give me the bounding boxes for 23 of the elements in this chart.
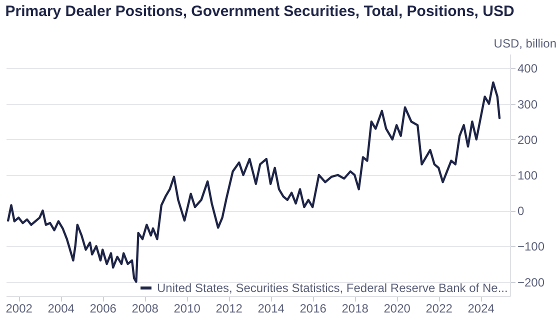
line-series <box>7 81 501 283</box>
y-tick-label: 400 <box>518 62 538 76</box>
y-axis-title: USD, billion <box>494 36 556 50</box>
x-tick-label: 2018 <box>342 302 369 316</box>
x-tick-label: 2004 <box>48 302 75 316</box>
x-tick-label: 2002 <box>6 302 33 316</box>
x-tick-label: 2008 <box>132 302 159 316</box>
y-tick-label: −100 <box>518 240 545 254</box>
y-tick-label: −200 <box>518 275 545 290</box>
x-tick-label: 2012 <box>216 302 243 316</box>
x-tick-label: 2010 <box>174 302 201 316</box>
y-tick-label: 200 <box>518 132 538 147</box>
legend-label: United States, Securities Statistics, Federal Reserve Bank of Ne... <box>157 281 508 295</box>
y-tick-label: 100 <box>518 168 538 182</box>
x-tick-label: 2014 <box>258 302 285 316</box>
x-tick-label: 2024 <box>468 302 495 316</box>
x-tick-label: 2022 <box>426 302 453 316</box>
y-tick-label: 0 <box>518 204 524 218</box>
x-tick-label: 2016 <box>300 302 327 316</box>
chart-title: Primary Dealer Positions, Government Securities, Total, Positions, USD <box>5 3 514 20</box>
x-tick-label: 2006 <box>90 302 117 316</box>
y-tick-label: 300 <box>518 97 538 112</box>
x-tick-label: 2020 <box>384 302 411 316</box>
